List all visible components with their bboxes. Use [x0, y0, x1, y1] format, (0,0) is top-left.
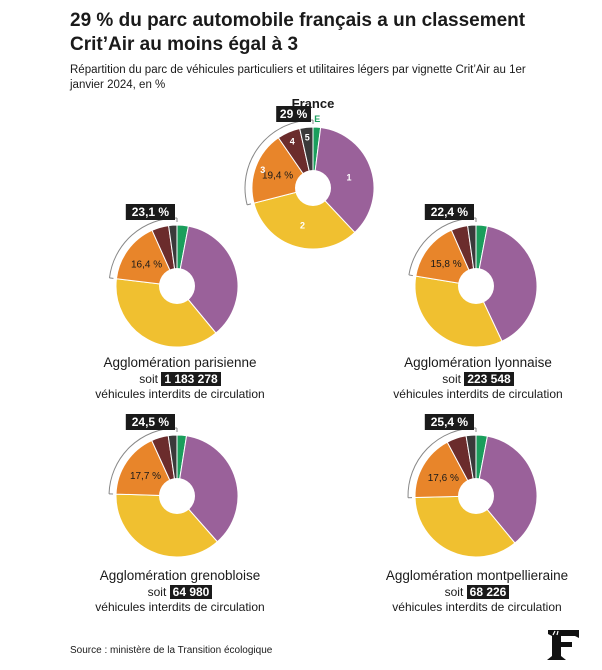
pie-slice-crit-1: [176, 225, 239, 334]
bracket-tick-start: [247, 203, 252, 206]
category-label-3: 3: [260, 165, 265, 175]
le-figaro-logo-icon: [545, 628, 581, 667]
share-badge: [125, 414, 175, 430]
soit-label: soit: [442, 372, 461, 386]
region-caption-paris: Agglomération parisienne soit 1 183 278 …: [60, 354, 300, 402]
pie-slice-crit-2: [414, 495, 516, 558]
share-badge-label: 23,1 %: [132, 205, 170, 219]
france-title: France: [292, 96, 335, 111]
pie-slice-crit-3: [115, 229, 178, 287]
vehicle-count-lyon: 223 548: [464, 372, 514, 386]
vehicle-count-paris: 1 183 278: [161, 372, 221, 386]
pie-slice-crit-2: [115, 493, 219, 558]
pie-center-hole: [295, 170, 331, 206]
region-caption-montpellier: Agglomération montpellieraine soit 68 22…: [352, 567, 602, 615]
region-name-lyon: Agglomération lyonnaise: [404, 355, 552, 370]
pie-slice-crit-1: [475, 435, 538, 544]
share-badge: [125, 204, 175, 220]
soit-label: soit: [139, 372, 158, 386]
category-label-4: 4: [290, 136, 295, 146]
pie-center-hole: [159, 268, 195, 304]
category-label-1: 1: [346, 172, 351, 182]
region-name-montpellier: Agglomération montpellieraine: [385, 568, 569, 583]
share-badge-label: 24,5 %: [132, 415, 170, 429]
pie-slice-crit-2: [414, 275, 503, 348]
crit3plus-bracket: [244, 119, 314, 206]
crit3-percent-label: 17,7 %: [130, 471, 161, 482]
caption-paris: véhicules interdits de circulation: [95, 387, 265, 401]
pie-slice-crit-3: [415, 229, 477, 287]
pie-slice-crit-1: [475, 225, 538, 342]
category-label-5: 5: [305, 132, 310, 142]
pie-center-hole: [458, 268, 494, 304]
pie-center-hole: [458, 478, 494, 514]
share-badge: [424, 414, 474, 430]
vehicle-count-grenoble: 64 980: [169, 585, 213, 599]
region-caption-lyon: Agglomération lyonnaise soit 223 548 véh…: [358, 354, 598, 402]
pie-slice-crit-1: [312, 126, 375, 234]
chart-subtitle: Répartition du parc de véhicules particu…: [70, 64, 526, 91]
bracket-tick-start: [408, 274, 413, 277]
crit3-percent-label: 17,6 %: [428, 473, 459, 484]
pie-slice-crit-1: [176, 435, 239, 543]
region-name-paris: Agglomération parisienne: [103, 355, 257, 370]
region-caption-grenoble: Agglomération grenobloise soit 64 980 vé…: [60, 567, 300, 615]
pie-center-hole: [159, 478, 195, 514]
vehicle-count-montpellier: 68 226: [466, 585, 510, 599]
caption-montpellier: véhicules interdits de circulation: [392, 600, 562, 614]
share-badge: [276, 106, 311, 122]
soit-label: soit: [444, 585, 464, 599]
region-name-grenoble: Agglomération grenobloise: [99, 568, 261, 583]
pie-slice-crit-2: [253, 187, 356, 250]
pie-slice-crit-2: [115, 278, 217, 348]
crit3-percent-label: 16,4 %: [131, 260, 162, 271]
caption-lyon: véhicules interdits de circulation: [393, 387, 563, 401]
share-badge-label: 25,4 %: [431, 415, 469, 429]
caption-grenoble: véhicules interdits de circulation: [95, 600, 265, 614]
pie-slice-crit-3: [115, 439, 178, 497]
chart-title: 29 % du parc automobile français a un cl…: [70, 10, 526, 55]
share-badge-label: 29 %: [280, 107, 308, 121]
source-note: Source : ministère de la Transition écol…: [70, 645, 273, 656]
share-badge-label: 22,4 %: [431, 205, 469, 219]
crit3-percent-label: 19,4 %: [262, 171, 293, 182]
share-badge: [424, 204, 474, 220]
pie-slice-crit-3: [414, 441, 477, 499]
category-label-2: 2: [300, 220, 305, 230]
crit3-percent-label: 15,8 %: [431, 259, 462, 270]
category-label-e: E: [314, 114, 320, 124]
soit-label: soit: [147, 585, 167, 599]
